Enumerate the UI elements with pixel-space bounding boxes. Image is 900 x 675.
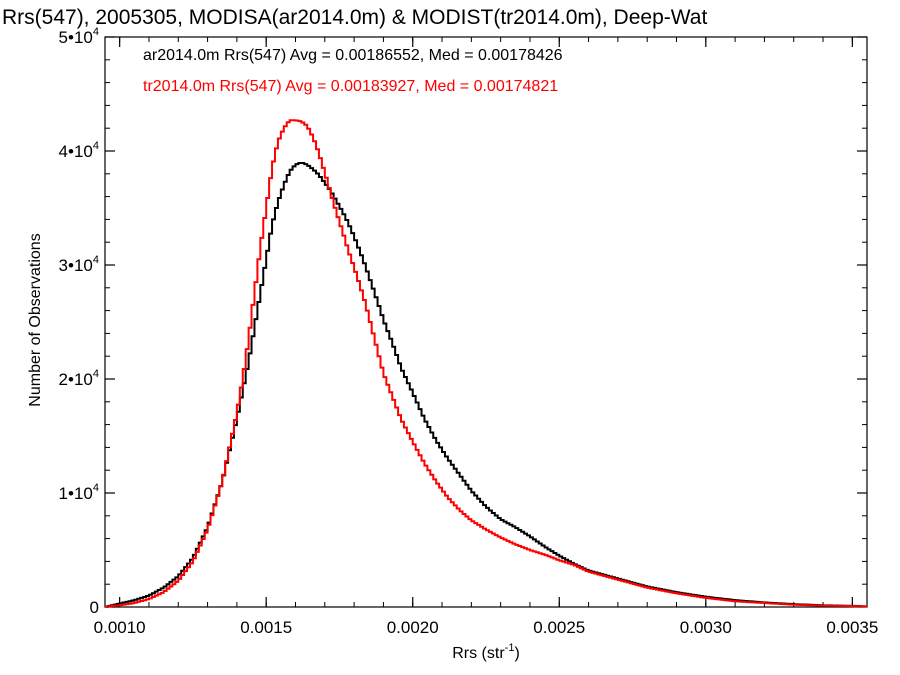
x-tick-label: 0.0035	[826, 618, 878, 637]
y-tick-label: 5•104	[59, 26, 99, 47]
series-lines	[105, 119, 867, 608]
y-tick-label-text: 1•10	[59, 484, 93, 503]
legend-entry-tr2014: tr2014.0m Rrs(547) Avg = 0.00183927, Med…	[143, 78, 558, 95]
y-tick-label: 1•104	[59, 482, 99, 503]
x-tick-label: 0.0030	[680, 618, 732, 637]
y-axis-label: Number of Observations	[27, 233, 44, 406]
x-axis-label-close: )	[514, 645, 519, 662]
y-tick-label-exponent: 4	[93, 140, 99, 152]
y-tick-label: 2•104	[59, 368, 99, 389]
legend-entry-ar2014: ar2014.0m Rrs(547) Avg = 0.00186552, Med…	[143, 47, 563, 64]
y-tick-label-exponent: 4	[93, 482, 99, 494]
x-tick-label: 0.0025	[533, 618, 585, 637]
series-line-ar2014.0m	[105, 161, 867, 608]
y-tick-label-text: 2•10	[59, 370, 93, 389]
y-tick-label-text: 5•10	[59, 28, 93, 47]
x-axis-label: Rrs (str-1)	[452, 642, 520, 662]
y-tick-label: 4•104	[59, 140, 99, 161]
x-axis-label-exponent: -1	[505, 642, 515, 654]
chart-title: Rrs(547), 2005305, MODISA(ar2014.0m) & M…	[2, 6, 707, 29]
y-tick-label-text: 4•10	[59, 142, 93, 161]
y-tick-label-exponent: 4	[93, 26, 99, 38]
x-axis-label-text: Rrs (str	[452, 645, 505, 662]
plot-frame	[104, 36, 868, 608]
y-tick-label-text: 0	[90, 598, 99, 617]
y-tick-label-text: 3•10	[59, 256, 93, 275]
tick-labels: 0.0010 0.0015 0.0020 0.0025 0.0030 0.0035 0 1•1…	[59, 26, 879, 637]
series-line-tr2014.0m	[105, 119, 867, 608]
x-tick-label: 0.0015	[240, 618, 292, 637]
axis-ticks	[105, 36, 867, 608]
y-tick-label-exponent: 4	[93, 368, 99, 380]
x-tick-label: 0.0010	[94, 618, 146, 637]
y-tick-label: 0	[90, 598, 99, 617]
x-tick-label: 0.0020	[387, 618, 439, 637]
y-tick-label-exponent: 4	[93, 254, 99, 266]
y-tick-label: 3•104	[59, 254, 99, 275]
